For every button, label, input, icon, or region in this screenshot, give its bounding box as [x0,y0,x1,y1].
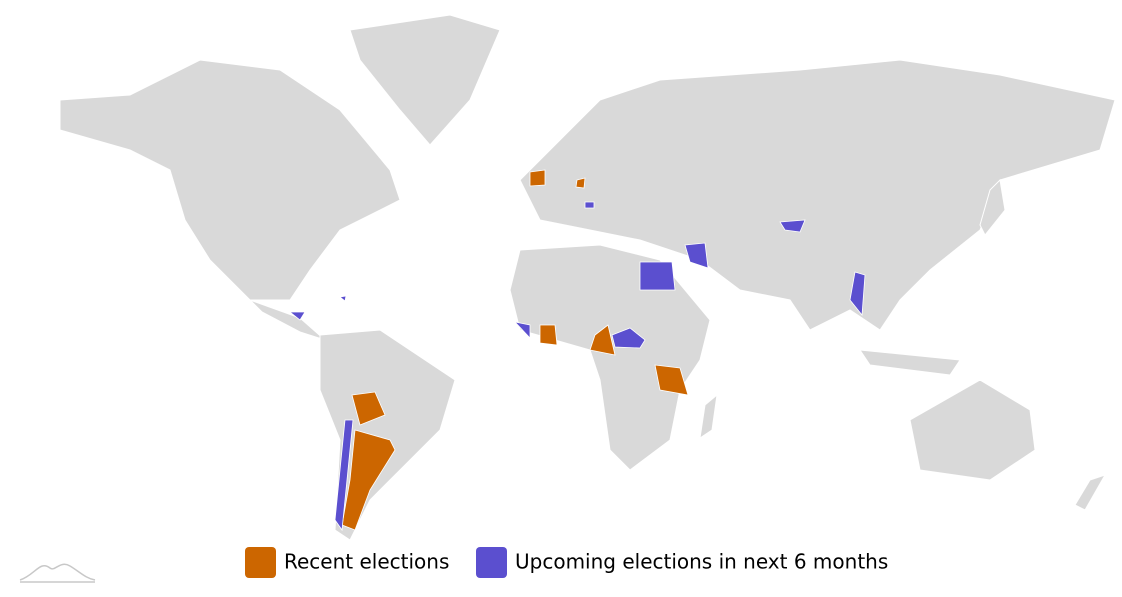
haiti [339,295,347,302]
legend-label: Recent elections [284,550,449,574]
kyrgyzstan [779,219,806,233]
land [59,14,1116,541]
ireland [529,169,546,187]
bolivia [351,391,386,426]
eurasia [519,59,1116,331]
indonesia [858,349,961,376]
chile [334,419,354,532]
honduras [288,311,306,321]
netherlands [575,177,586,189]
australia [909,379,1036,481]
argentina [341,429,396,531]
highlighted-countries [288,169,866,532]
greenland [349,14,501,146]
switzerland [584,201,595,209]
madagascar [699,393,718,440]
legend-swatch [476,547,507,578]
iraq [684,242,709,269]
legend-label: Upcoming elections in next 6 months [515,550,888,574]
central-america [249,299,326,341]
new-zealand [1074,474,1107,511]
legend: Recent elections Upcoming elections in n… [245,547,888,578]
logo-line [19,563,96,581]
ivory-coast [539,324,558,346]
cameroon [589,324,616,356]
myanmar [849,271,866,317]
logo [19,563,96,583]
central-african-republic [611,327,646,349]
egypt [639,261,676,291]
liberia [513,321,531,340]
tanzania [654,364,689,396]
japan [979,178,1006,236]
north-america [59,59,401,301]
legend-swatch [245,547,276,578]
africa [509,244,711,471]
